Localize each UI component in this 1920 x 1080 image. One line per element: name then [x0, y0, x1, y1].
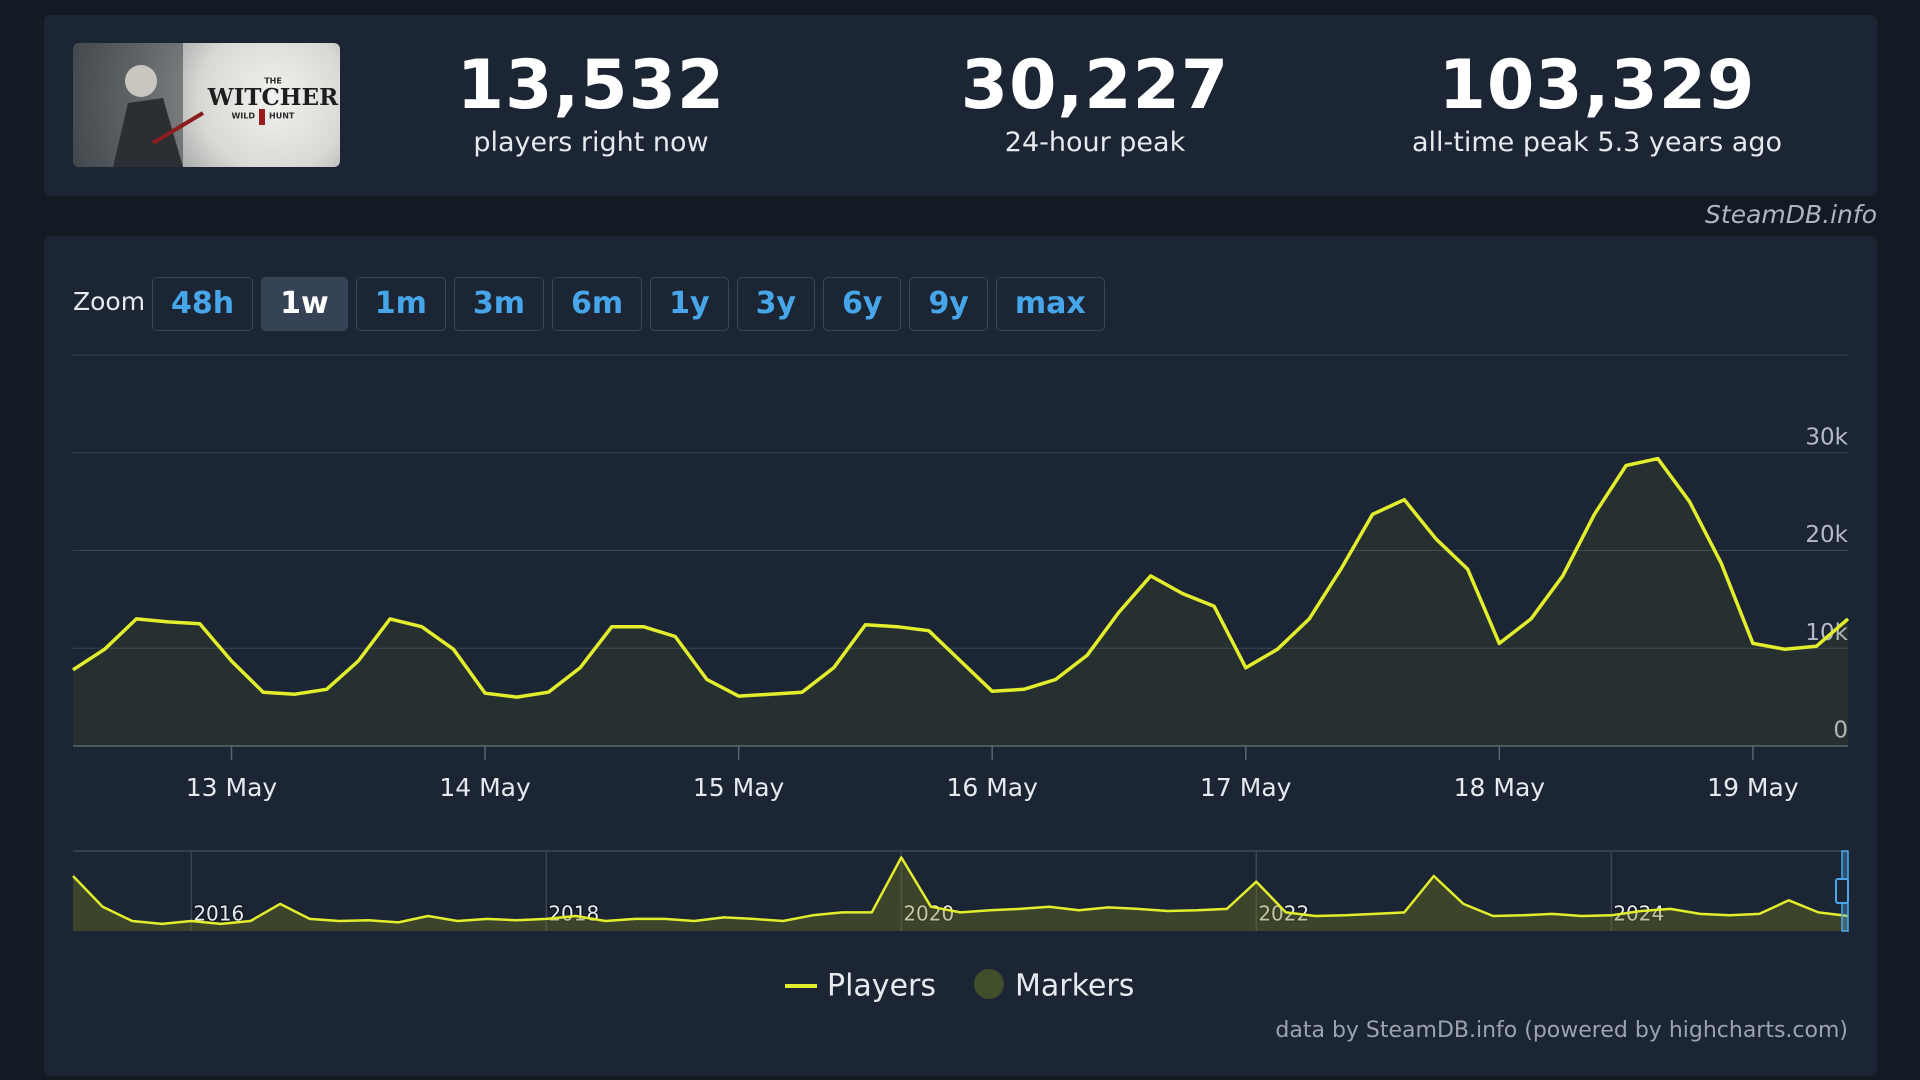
zoom-buttons: 48h 1w 1m 3m 6m 1y 3y 6y 9y max — [152, 277, 1105, 331]
zoom-button[interactable]: 48h — [152, 277, 254, 331]
zoom-button[interactable]: 9y — [909, 277, 988, 331]
zoom-button[interactable]: 1w — [261, 277, 348, 331]
zoom-button[interactable]: 3y — [736, 277, 815, 331]
stat: 30,227 24-hour peak — [961, 46, 1229, 160]
hero-body — [113, 98, 183, 167]
stat-value: 103,329 — [1438, 46, 1756, 125]
zoom-button[interactable]: 1y — [650, 277, 729, 331]
zoom-button[interactable]: 6y — [823, 277, 902, 331]
logo-small: THE — [264, 77, 282, 86]
stats-panel — [44, 15, 1877, 196]
zoom-button[interactable]: max — [995, 277, 1105, 331]
sword — [151, 111, 205, 145]
logo-title: WITCHER — [207, 84, 339, 111]
stat-label: players right now — [473, 127, 709, 158]
stat-value: 13,532 — [456, 46, 726, 125]
zoom-button[interactable]: 3m — [453, 277, 544, 331]
stat-label: 24-hour peak — [1004, 127, 1186, 158]
zoom-button[interactable]: 6m — [551, 277, 643, 331]
zoom-button[interactable]: 1m — [355, 277, 446, 331]
logo: THE WITCHER WILD HUNT — [73, 43, 339, 167]
hero-head — [125, 65, 157, 97]
logo-right: HUNT — [269, 112, 295, 121]
zoom-label: Zoom — [73, 287, 146, 316]
chart-panel — [44, 236, 1877, 1076]
stat-label: all-time peak 5.3 years ago — [1412, 127, 1782, 158]
game-thumbnail: THE WITCHER WILD HUNT — [73, 43, 340, 167]
stat: 103,329 all-time peak 5.3 years ago — [1412, 46, 1782, 160]
logo-mark — [259, 109, 265, 125]
stat-value: 30,227 — [960, 46, 1230, 125]
source-link[interactable]: SteamDB.info — [1705, 200, 1877, 229]
stat: 13,532 players right now — [457, 46, 725, 160]
logo-left: WILD — [231, 112, 255, 121]
